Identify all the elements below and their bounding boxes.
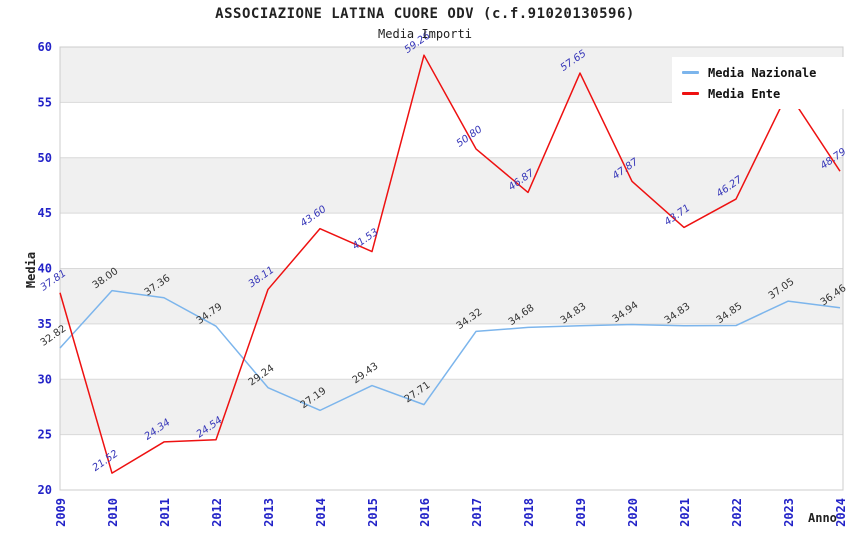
plot-band bbox=[60, 379, 843, 435]
legend-swatch-media-nazionale bbox=[682, 71, 699, 74]
legend-item-media-nazionale: Media Nazionale bbox=[682, 66, 845, 80]
x-tick-label: 2012 bbox=[210, 498, 224, 527]
legend-item-media-ente: Media Ente bbox=[682, 87, 845, 101]
y-tick-label: 20 bbox=[38, 483, 52, 497]
y-tick-label: 55 bbox=[38, 95, 52, 109]
plot-band bbox=[60, 323, 843, 380]
x-tick-label: 2015 bbox=[366, 498, 380, 527]
x-tick-label: 2010 bbox=[106, 498, 120, 527]
x-tick-label: 2024 bbox=[834, 498, 848, 527]
x-axis-title: Anno bbox=[808, 511, 837, 525]
x-tick-label: 2016 bbox=[418, 498, 432, 527]
y-tick-label: 60 bbox=[38, 40, 52, 54]
y-tick-label: 35 bbox=[38, 317, 52, 331]
y-tick-label: 50 bbox=[38, 151, 52, 165]
x-tick-label: 2019 bbox=[574, 498, 588, 527]
plot-band bbox=[60, 434, 843, 490]
legend: Media Nazionale Media Ente bbox=[672, 57, 845, 109]
x-tick-label: 2023 bbox=[782, 498, 796, 527]
x-tick-label: 2011 bbox=[158, 498, 172, 527]
y-tick-label: 40 bbox=[38, 262, 52, 276]
legend-label: Media Ente bbox=[708, 86, 781, 101]
y-tick-label: 25 bbox=[38, 428, 52, 442]
legend-label: Media Nazionale bbox=[708, 65, 817, 80]
y-axis-title: Media bbox=[24, 251, 38, 289]
page-subtitle: Media Importi bbox=[378, 27, 472, 41]
series-line-media-ente bbox=[59, 54, 841, 474]
plot-band bbox=[60, 157, 843, 214]
y-tick-label: 45 bbox=[38, 206, 52, 220]
plot-border bbox=[59, 46, 844, 491]
y-tick-label: 30 bbox=[38, 372, 52, 386]
x-tick-label: 2021 bbox=[678, 498, 692, 527]
legend-swatch-media-ente bbox=[682, 92, 699, 95]
x-tick-label: 2020 bbox=[626, 498, 640, 527]
x-tick-label: 2014 bbox=[314, 498, 328, 527]
plot-band bbox=[60, 102, 843, 158]
series-line-media-nazionale bbox=[59, 289, 841, 412]
x-tick-label: 2022 bbox=[730, 498, 744, 527]
x-tick-label: 2018 bbox=[522, 498, 536, 527]
plot-band bbox=[60, 268, 843, 324]
plot-band bbox=[60, 213, 843, 269]
x-tick-label: 2009 bbox=[54, 498, 68, 527]
x-tick-label: 2013 bbox=[262, 498, 276, 527]
page-title: ASSOCIAZIONE LATINA CUORE ODV (c.f.91020… bbox=[215, 6, 635, 22]
x-tick-label: 2017 bbox=[470, 498, 484, 527]
